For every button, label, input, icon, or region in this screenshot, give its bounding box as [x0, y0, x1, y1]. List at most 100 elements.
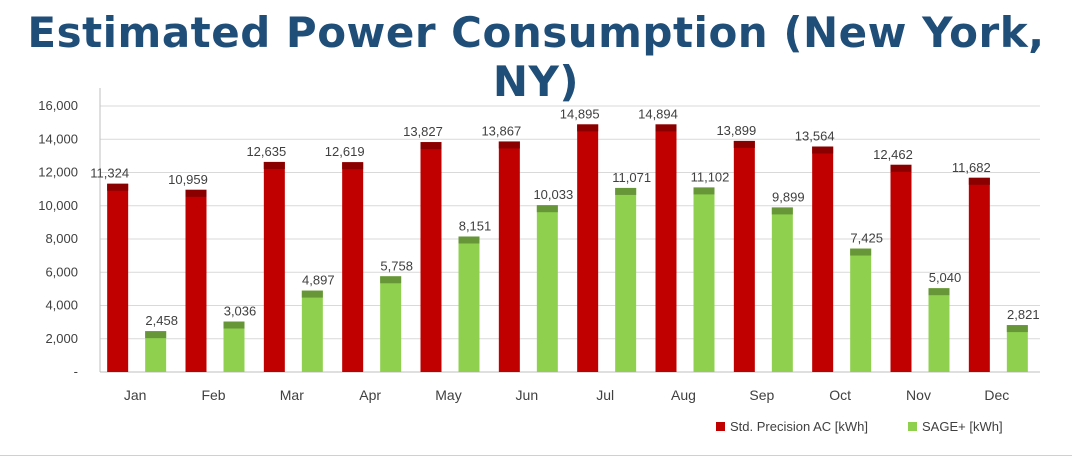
x-tick-label: Nov	[906, 387, 931, 403]
data-label-sage-plus: 7,425	[850, 231, 883, 246]
bar-cap-std-precision-ac	[420, 142, 442, 150]
data-label-std-precision-ac: 13,827	[403, 124, 443, 139]
bar-std-precision-ac	[420, 142, 442, 372]
data-label-std-precision-ac: 12,619	[325, 144, 365, 159]
bar-sage-plus	[771, 207, 793, 372]
bar-std-precision-ac	[655, 124, 677, 372]
data-label-std-precision-ac: 11,324	[90, 166, 129, 181]
bottom-divider	[0, 455, 1072, 456]
x-tick-label: Oct	[829, 387, 851, 403]
bar-cap-std-precision-ac	[342, 162, 364, 170]
bar-sage-plus	[850, 248, 872, 372]
bar-std-precision-ac	[185, 189, 207, 372]
x-tick-label: Apr	[359, 387, 381, 403]
x-tick-label: Dec	[984, 387, 1009, 403]
y-tick-label: -	[74, 364, 78, 379]
data-label-std-precision-ac: 14,894	[638, 106, 678, 121]
y-tick-label: 2,000	[45, 331, 78, 346]
bar-sage-plus	[380, 276, 402, 372]
bar-cap-sage-plus	[615, 187, 637, 195]
bar-cap-sage-plus	[693, 187, 715, 195]
bar-std-precision-ac	[890, 164, 912, 372]
bar-cap-sage-plus	[1006, 325, 1028, 333]
data-label-sage-plus: 2,821	[1007, 307, 1040, 322]
bar-sage-plus	[615, 187, 637, 372]
bar-cap-std-precision-ac	[733, 140, 755, 148]
bar-sage-plus	[223, 321, 245, 372]
y-tick-label: 14,000	[38, 131, 78, 146]
data-label-sage-plus: 4,897	[302, 273, 335, 288]
bar-cap-sage-plus	[301, 290, 323, 298]
bar-cap-sage-plus	[458, 236, 480, 244]
bar-std-precision-ac	[107, 183, 129, 372]
data-label-sage-plus: 2,458	[145, 313, 178, 328]
data-label-std-precision-ac: 11,682	[952, 160, 991, 175]
bar-std-precision-ac	[263, 161, 285, 372]
bar-cap-std-precision-ac	[263, 161, 285, 169]
data-label-sage-plus: 11,071	[612, 170, 651, 185]
bar-cap-std-precision-ac	[890, 164, 912, 172]
x-tick-label: May	[435, 387, 461, 403]
chart-title: Estimated Power Consumption (New York, N…	[27, 8, 1045, 106]
bar-std-precision-ac	[498, 141, 520, 372]
bar-cap-sage-plus	[771, 207, 793, 215]
bar-std-precision-ac	[812, 146, 834, 372]
data-label-std-precision-ac: 12,462	[873, 147, 913, 162]
bar-sage-plus	[145, 331, 167, 372]
data-label-sage-plus: 10,033	[533, 187, 573, 202]
bar-cap-sage-plus	[928, 288, 950, 296]
bar-cap-sage-plus	[536, 205, 558, 213]
data-label-sage-plus: 9,899	[772, 189, 805, 204]
data-label-sage-plus: 5,040	[929, 270, 962, 285]
data-label-sage-plus: 5,758	[380, 258, 413, 273]
x-tick-label: Sep	[749, 387, 774, 403]
x-tick-label: Jun	[516, 387, 539, 403]
bar-cap-sage-plus	[145, 331, 167, 339]
bar-cap-sage-plus	[850, 248, 872, 256]
bar-std-precision-ac	[733, 140, 755, 372]
legend-swatch-std-precision-ac	[716, 422, 725, 431]
bar-cap-std-precision-ac	[968, 177, 990, 185]
bar-sage-plus	[693, 187, 715, 372]
y-tick-label: 12,000	[38, 165, 78, 180]
x-tick-label: Jul	[596, 387, 614, 403]
data-label-std-precision-ac: 10,959	[168, 172, 208, 187]
bar-cap-sage-plus	[380, 276, 402, 284]
data-label-std-precision-ac: 12,635	[246, 144, 286, 159]
x-tick-label: Feb	[201, 387, 225, 403]
data-label-std-precision-ac: 13,867	[481, 123, 521, 138]
y-tick-label: 8,000	[45, 231, 78, 246]
y-tick-label: 6,000	[45, 264, 78, 279]
bar-cap-std-precision-ac	[185, 189, 207, 197]
data-label-std-precision-ac: 14,895	[560, 106, 600, 121]
x-tick-label: Mar	[280, 387, 304, 403]
bar-sage-plus	[536, 205, 558, 372]
legend-swatch-sage-plus	[908, 422, 917, 431]
data-label-std-precision-ac: 13,899	[716, 123, 756, 138]
bar-sage-plus	[1006, 325, 1028, 372]
bar-cap-sage-plus	[223, 321, 245, 329]
bar-std-precision-ac	[577, 124, 599, 372]
data-label-sage-plus: 8,151	[459, 218, 492, 233]
bar-cap-std-precision-ac	[655, 124, 677, 132]
y-tick-label: 10,000	[38, 198, 78, 213]
y-tick-label: 16,000	[38, 98, 78, 113]
bar-cap-std-precision-ac	[577, 124, 599, 132]
y-tick-label: 4,000	[45, 298, 78, 313]
bar-sage-plus	[301, 290, 323, 372]
legend-label-std-precision-ac: Std. Precision AC [kWh]	[730, 419, 868, 434]
bar-cap-std-precision-ac	[498, 141, 520, 149]
bar-cap-std-precision-ac	[107, 183, 129, 191]
x-tick-label: Aug	[671, 387, 696, 403]
bar-sage-plus	[928, 288, 950, 372]
data-label-sage-plus: 11,102	[691, 169, 730, 184]
data-label-sage-plus: 3,036	[224, 304, 257, 319]
bar-cap-std-precision-ac	[812, 146, 834, 154]
bar-std-precision-ac	[968, 177, 990, 372]
bar-std-precision-ac	[342, 162, 364, 372]
data-label-std-precision-ac: 13,564	[795, 128, 835, 143]
legend-label-sage-plus: SAGE+ [kWh]	[922, 419, 1003, 434]
x-tick-label: Jan	[124, 387, 147, 403]
bar-sage-plus	[458, 236, 480, 372]
